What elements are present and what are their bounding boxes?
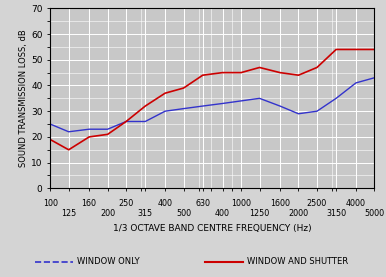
- Text: 315: 315: [138, 209, 153, 218]
- Text: 160: 160: [81, 199, 96, 209]
- Text: 250: 250: [119, 199, 134, 209]
- Text: 2500: 2500: [307, 199, 327, 209]
- Text: 4000: 4000: [346, 199, 366, 209]
- Text: 400: 400: [157, 199, 173, 209]
- Text: 400: 400: [215, 209, 230, 218]
- Y-axis label: SOUND TRANSMISSION LOSS, dB: SOUND TRANSMISSION LOSS, dB: [19, 29, 28, 167]
- Text: 3150: 3150: [326, 209, 346, 218]
- Text: 1000: 1000: [231, 199, 251, 209]
- Text: 200: 200: [100, 209, 115, 218]
- Text: 1600: 1600: [270, 199, 290, 209]
- Text: 5000: 5000: [364, 209, 384, 218]
- X-axis label: 1/3 OCTAVE BAND CENTRE FREQUENCY (Hz): 1/3 OCTAVE BAND CENTRE FREQUENCY (Hz): [113, 224, 312, 233]
- Text: 100: 100: [43, 199, 58, 209]
- Text: 630: 630: [195, 199, 210, 209]
- Text: 500: 500: [176, 209, 191, 218]
- Text: 2000: 2000: [288, 209, 308, 218]
- Text: WINDOW AND SHUTTER: WINDOW AND SHUTTER: [247, 257, 348, 266]
- Text: 1250: 1250: [249, 209, 270, 218]
- Text: WINDOW ONLY: WINDOW ONLY: [77, 257, 140, 266]
- Text: 125: 125: [61, 209, 76, 218]
